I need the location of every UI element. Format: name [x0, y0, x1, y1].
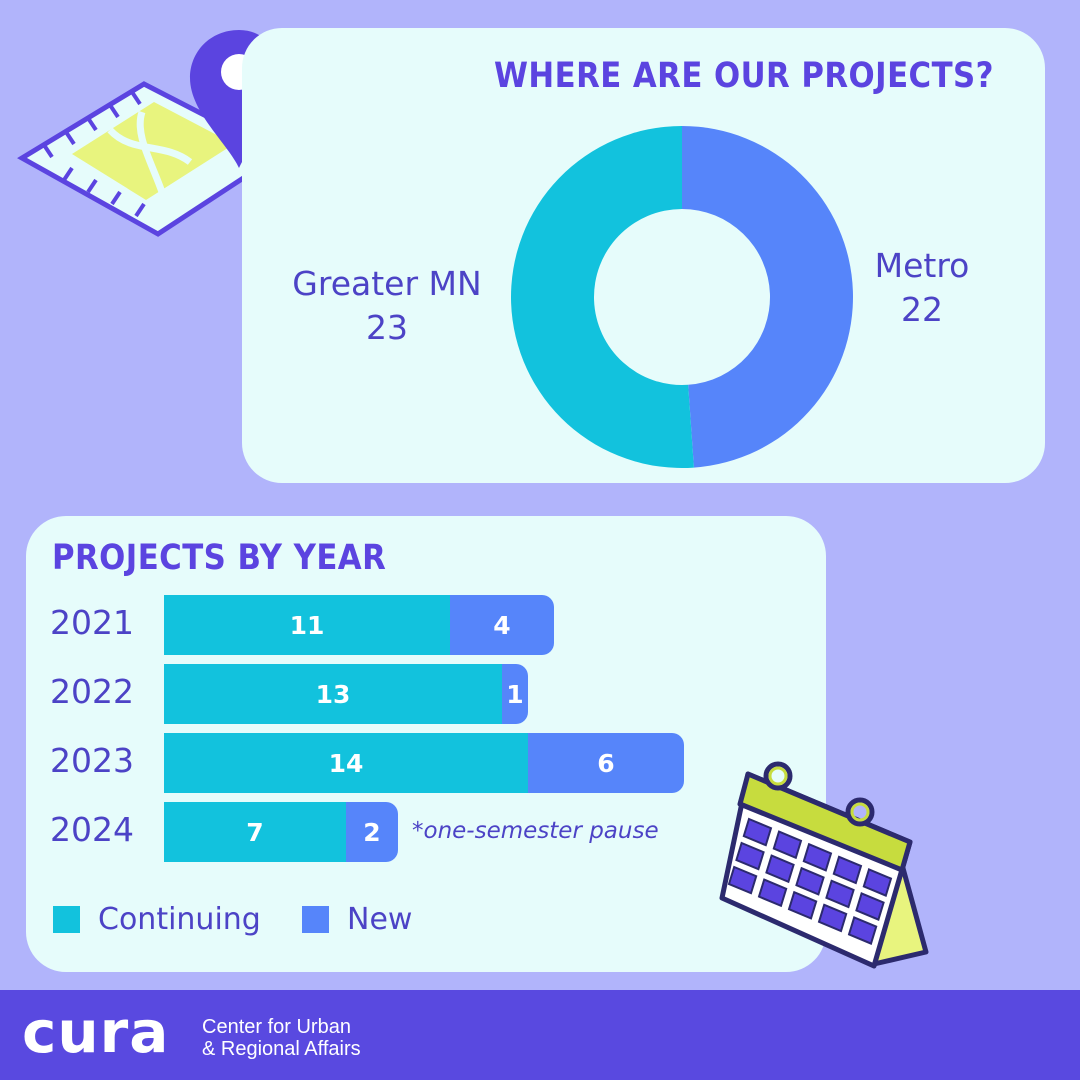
slice-label-metro: Metro 22	[842, 244, 1002, 332]
bar-new-2023: 6	[528, 733, 684, 793]
calendar-cell	[802, 842, 833, 872]
calendar-cell	[757, 878, 788, 908]
calendar-cell	[727, 865, 758, 895]
donut-chart	[511, 126, 854, 468]
donut-slice-metro	[682, 126, 854, 468]
donut-chart-title: WHERE ARE OUR PROJECTS?	[494, 56, 994, 96]
org-name-line2: & Regional Affairs	[202, 1038, 361, 1060]
calendar-cell	[862, 868, 893, 897]
calendar-icon	[719, 761, 929, 969]
calendar-cell	[847, 916, 878, 945]
legend-label-new: New	[347, 902, 413, 937]
legend-label-continuing: Continuing	[98, 902, 261, 937]
slice-name: Metro	[874, 246, 970, 285]
legend-swatch-continuing	[53, 906, 80, 933]
bar-new-2021: 4	[450, 595, 554, 655]
bar-continuing-2022: 13	[164, 664, 502, 724]
org-name-line1: Center for Urban	[202, 1016, 351, 1038]
slice-label-greater-mn: Greater MN 23	[272, 262, 502, 350]
bar-continuing-2023: 14	[164, 733, 528, 793]
bar-new-2024: 2	[346, 802, 398, 862]
calendar-cell	[742, 817, 773, 847]
slice-value: 23	[366, 308, 408, 347]
calendar-cell	[855, 892, 885, 921]
bar-chart-panel: PROJECTS BY YEAR 11 4 13 1 14 6 7 2 *one-semest…	[26, 516, 826, 972]
calendar-cell	[825, 879, 855, 909]
year-label-2024: 2024	[50, 810, 134, 849]
calendar-cell	[832, 855, 863, 885]
bar-chart-title: PROJECTS BY YEAR	[52, 538, 387, 578]
slice-name: Greater MN	[292, 264, 482, 303]
calendar-cell	[787, 890, 818, 920]
year-label-2023: 2023	[50, 741, 134, 780]
legend-swatch-new	[302, 906, 329, 933]
year-label-2022: 2022	[50, 672, 134, 711]
calendar-cell	[795, 866, 825, 896]
calendar-cell	[772, 830, 803, 860]
bar-new-2022: 1	[502, 664, 528, 724]
calendar-cell	[735, 841, 765, 871]
calendar-cell	[765, 854, 795, 884]
bar-chart: 11 4 13 1 14 6 7 2	[26, 516, 826, 972]
legend-item-continuing: Continuing	[53, 902, 261, 937]
bar-continuing-2024: 7	[164, 802, 346, 862]
bar-continuing-2021: 11	[164, 595, 450, 655]
slice-value: 22	[901, 290, 943, 329]
legend-item-new: New	[302, 902, 412, 937]
cura-logo: cura	[22, 998, 170, 1066]
year-label-2021: 2021	[50, 603, 134, 642]
calendar-cell	[817, 903, 848, 933]
donut-slice-greater-mn	[511, 126, 694, 468]
bar-annotation: *one-semester pause	[412, 818, 659, 844]
donut-chart-panel: WHERE ARE OUR PROJECTS? Greater MN 23 Me…	[242, 28, 1045, 483]
footer: cura Center for Urban & Regional Affairs	[0, 990, 1080, 1080]
